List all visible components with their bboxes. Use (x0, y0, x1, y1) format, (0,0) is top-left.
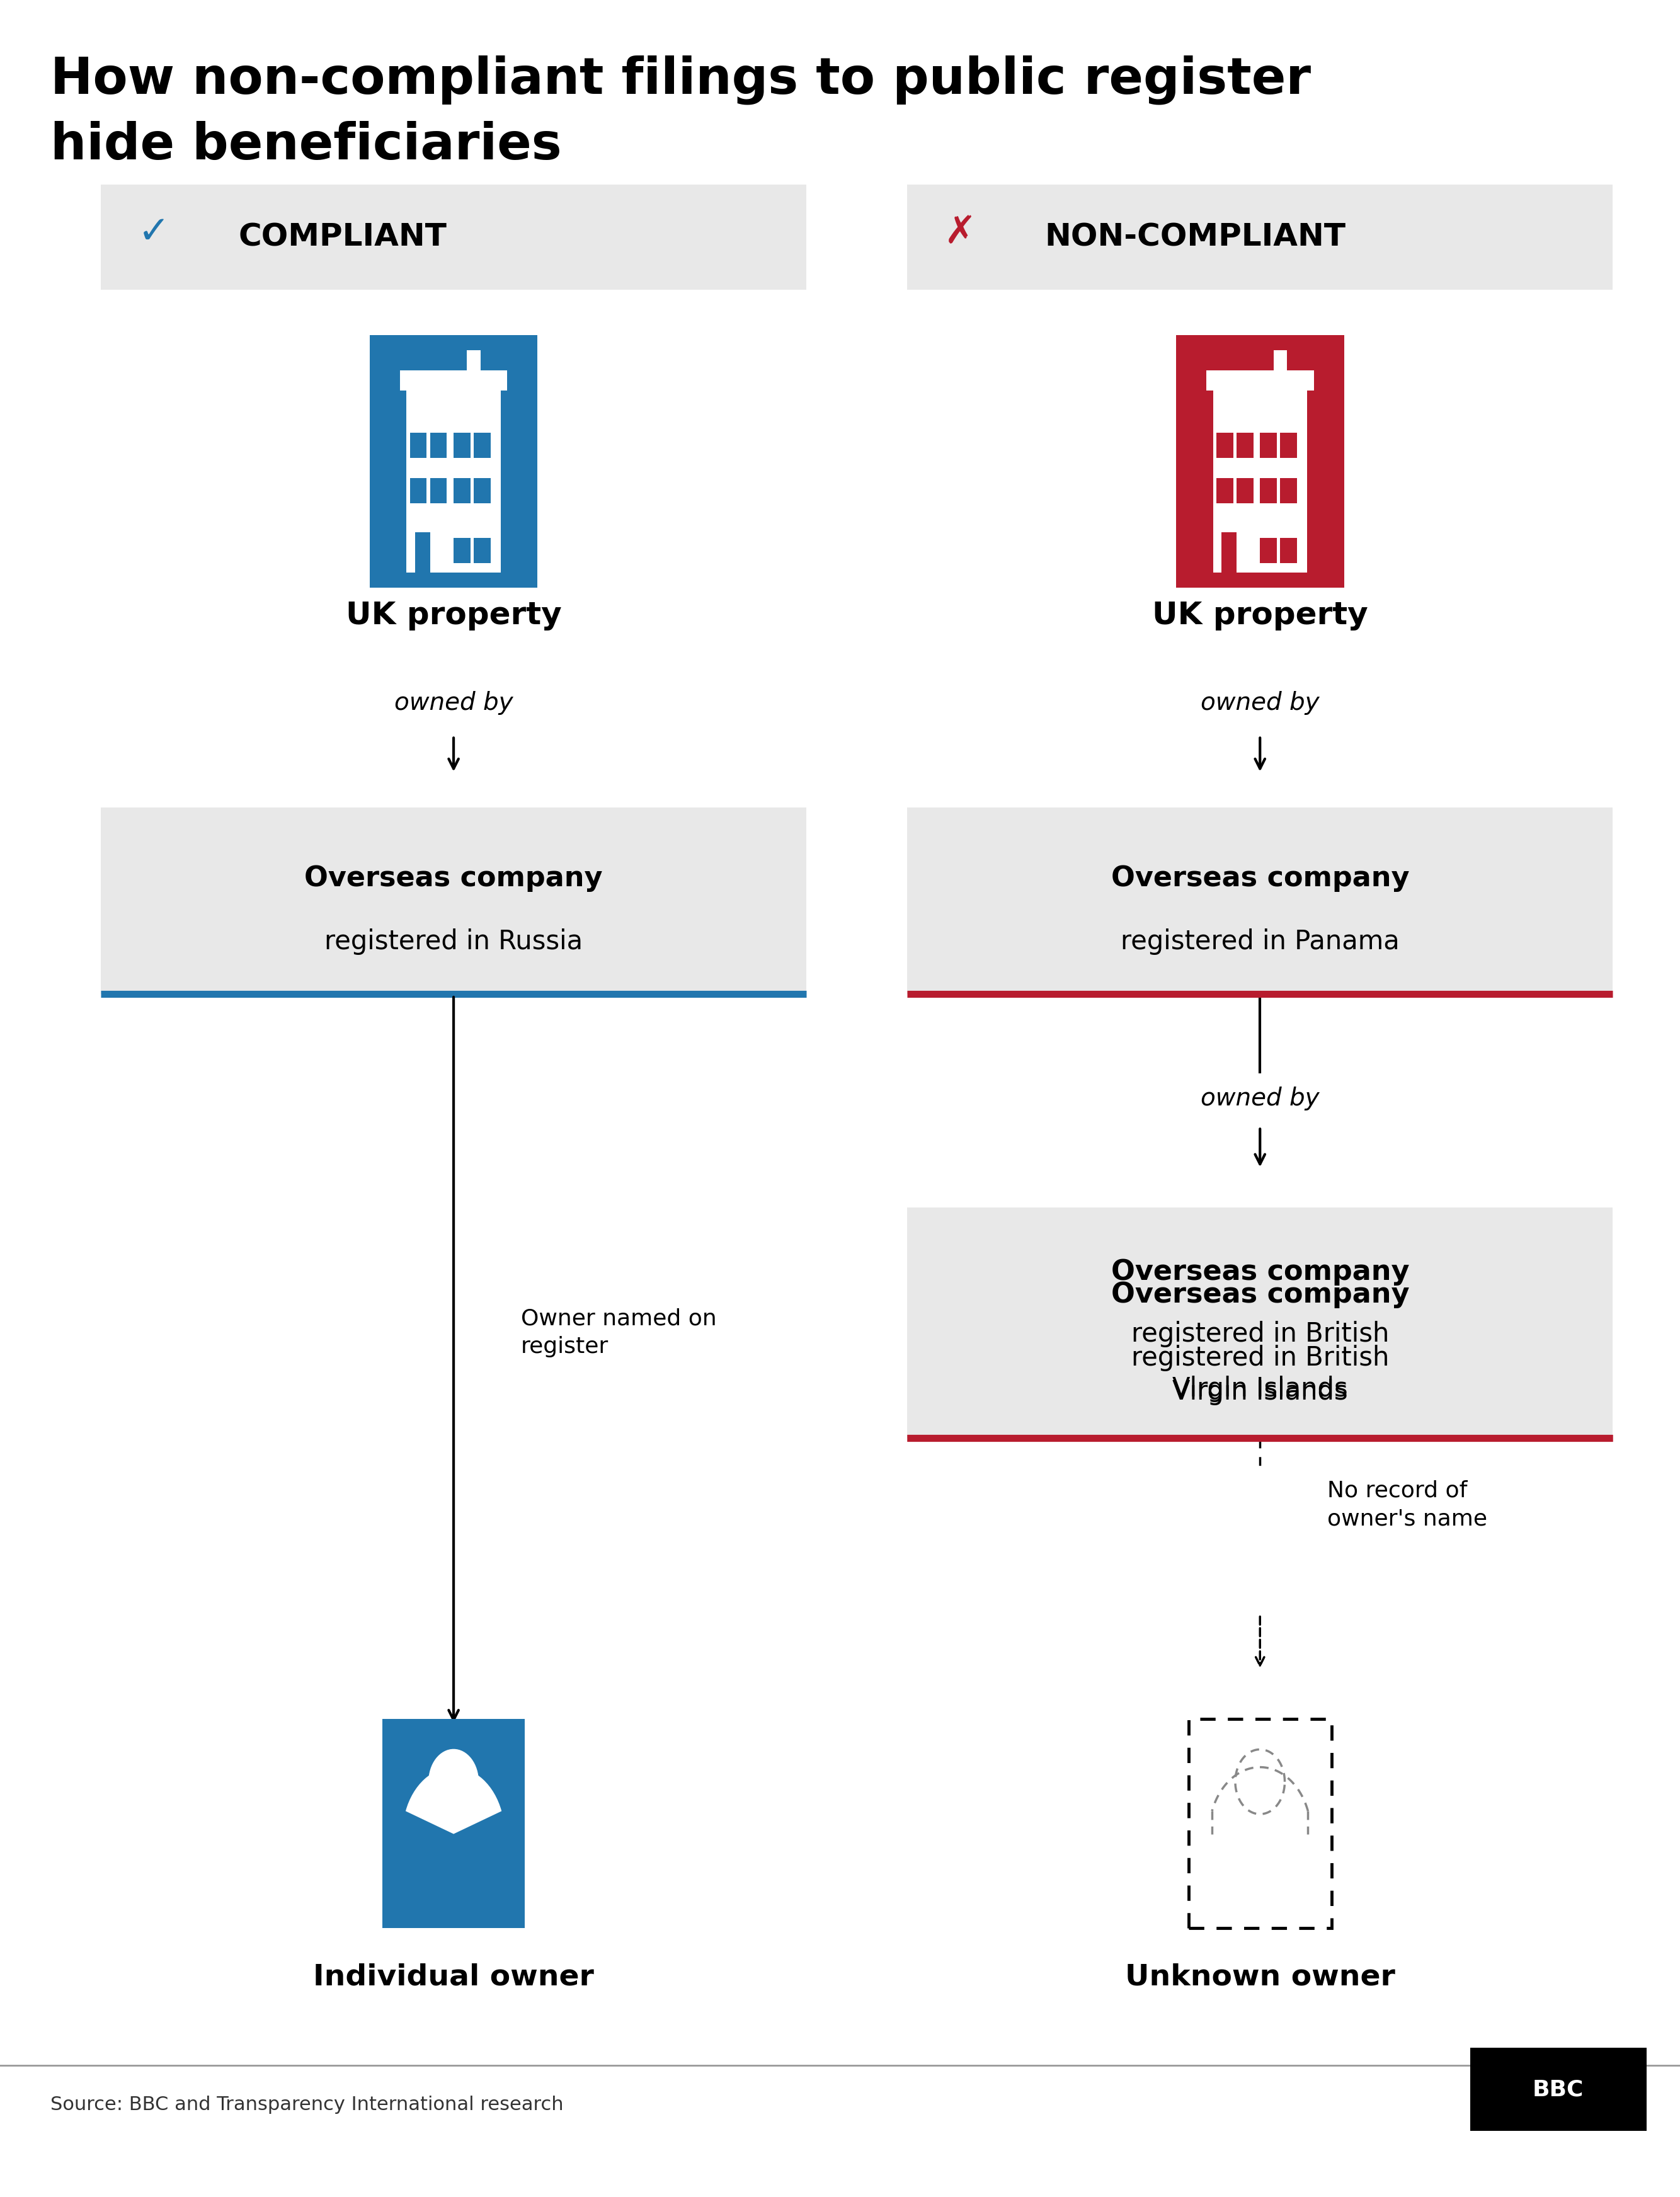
Text: Virgin Islands: Virgin Islands (1173, 1378, 1347, 1406)
FancyBboxPatch shape (1213, 391, 1307, 573)
Text: UK property: UK property (346, 600, 561, 631)
Text: registered in British
Virgin Islands: registered in British Virgin Islands (1131, 1345, 1389, 1402)
FancyBboxPatch shape (407, 391, 501, 573)
Text: Overseas company: Overseas company (304, 866, 603, 892)
FancyBboxPatch shape (101, 185, 806, 290)
FancyBboxPatch shape (907, 1208, 1613, 1437)
FancyBboxPatch shape (1470, 2048, 1646, 2131)
FancyBboxPatch shape (383, 1718, 524, 1929)
FancyBboxPatch shape (1273, 349, 1287, 371)
Text: Source: BBC and Transparency International research: Source: BBC and Transparency Internation… (50, 2096, 563, 2114)
Text: No record of
owner's name: No record of owner's name (1327, 1481, 1487, 1529)
Text: Overseas company: Overseas company (1110, 1259, 1410, 1285)
FancyBboxPatch shape (474, 538, 491, 562)
FancyBboxPatch shape (454, 433, 470, 457)
FancyBboxPatch shape (1189, 1718, 1331, 1929)
Text: Individual owner: Individual owner (312, 1964, 595, 1990)
FancyBboxPatch shape (454, 538, 470, 562)
Text: registered in Russia: registered in Russia (324, 929, 583, 956)
FancyBboxPatch shape (907, 1208, 1613, 1437)
Text: BBC: BBC (1532, 2078, 1584, 2100)
FancyBboxPatch shape (415, 532, 430, 573)
FancyBboxPatch shape (430, 479, 447, 503)
FancyBboxPatch shape (907, 808, 1613, 993)
Text: How non-compliant filings to public register: How non-compliant filings to public regi… (50, 55, 1310, 105)
FancyBboxPatch shape (1236, 433, 1253, 457)
FancyBboxPatch shape (1206, 371, 1314, 391)
Text: owned by: owned by (1201, 692, 1319, 714)
FancyBboxPatch shape (410, 479, 427, 503)
FancyBboxPatch shape (410, 433, 427, 457)
FancyBboxPatch shape (907, 185, 1613, 290)
FancyBboxPatch shape (1260, 479, 1277, 503)
Text: Owner named on
register: Owner named on register (521, 1307, 717, 1358)
FancyBboxPatch shape (400, 371, 507, 391)
Text: registered in British: registered in British (1131, 1320, 1389, 1347)
Circle shape (428, 1749, 479, 1815)
FancyBboxPatch shape (1260, 433, 1277, 457)
Text: Overseas company: Overseas company (1110, 1281, 1410, 1309)
FancyBboxPatch shape (1280, 433, 1297, 457)
FancyBboxPatch shape (1221, 532, 1236, 573)
FancyBboxPatch shape (467, 349, 480, 371)
FancyBboxPatch shape (1216, 479, 1233, 503)
Text: UK property: UK property (1152, 600, 1368, 631)
FancyBboxPatch shape (1260, 538, 1277, 562)
FancyBboxPatch shape (101, 808, 806, 993)
Text: registered in Panama: registered in Panama (1121, 929, 1399, 956)
Text: owned by: owned by (395, 692, 512, 714)
FancyBboxPatch shape (1236, 479, 1253, 503)
Wedge shape (405, 1766, 502, 1834)
Text: ✗: ✗ (944, 215, 976, 250)
FancyBboxPatch shape (474, 479, 491, 503)
Text: hide beneficiaries: hide beneficiaries (50, 121, 561, 169)
Text: NON-COMPLIANT: NON-COMPLIANT (1045, 222, 1346, 253)
FancyBboxPatch shape (430, 433, 447, 457)
FancyBboxPatch shape (1216, 433, 1233, 457)
FancyBboxPatch shape (1280, 538, 1297, 562)
Text: owned by: owned by (1201, 1088, 1319, 1109)
FancyBboxPatch shape (454, 479, 470, 503)
FancyBboxPatch shape (370, 334, 538, 587)
Text: COMPLIANT: COMPLIANT (239, 222, 447, 253)
Text: Overseas company: Overseas company (1110, 866, 1410, 892)
FancyBboxPatch shape (1280, 479, 1297, 503)
Text: Unknown owner: Unknown owner (1126, 1964, 1394, 1990)
FancyBboxPatch shape (474, 433, 491, 457)
Text: ✓: ✓ (138, 215, 170, 250)
FancyBboxPatch shape (1176, 334, 1344, 587)
